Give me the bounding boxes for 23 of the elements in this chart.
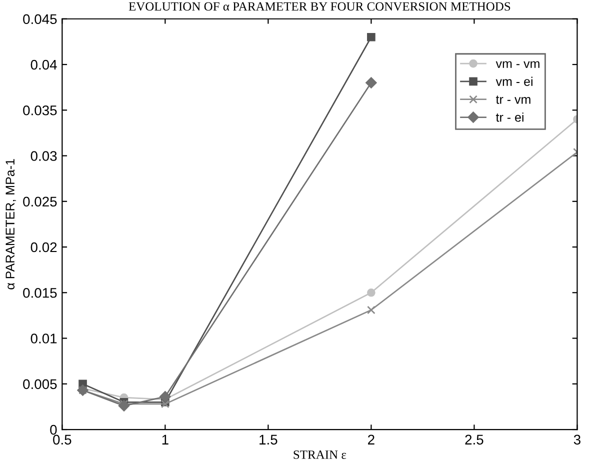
y-tick-label: 0.045 xyxy=(23,14,57,24)
y-tick-label: 0.04 xyxy=(30,60,57,70)
x-tick-label: 3 xyxy=(574,434,580,445)
y-tick-label: 0.03 xyxy=(30,151,57,161)
x-tick-label: 2 xyxy=(368,434,374,444)
legend-label: vm - vm xyxy=(496,61,540,68)
x-axis-title: STRAIN ε xyxy=(294,450,346,459)
y-tick-label: 0.025 xyxy=(23,196,57,207)
legend-label: tr - ei xyxy=(496,112,524,122)
y-tick-label: 0 xyxy=(50,424,57,435)
x-tick-label: 0.5 xyxy=(53,434,72,445)
y-tick-label: 0.035 xyxy=(23,105,57,116)
y-tick-label: 0.015 xyxy=(23,288,57,298)
y-axis-title: α PARAMETER, MPa-1 xyxy=(6,159,16,290)
x-tick-label: 1.5 xyxy=(260,434,278,445)
x-tick-label: 1 xyxy=(162,434,168,444)
chart-title: EVOLUTION OF α PARAMETER BY FOUR CONVERSION METHODS xyxy=(128,2,510,11)
y-tick-label: 0.01 xyxy=(30,334,57,344)
y-tick-label: 0.005 xyxy=(23,379,57,390)
legend-label: vm - ei xyxy=(496,76,532,86)
legend-label: tr - vm xyxy=(496,96,530,104)
y-tick-label: 0.02 xyxy=(30,242,57,252)
x-tick-label: 2.5 xyxy=(465,434,484,445)
